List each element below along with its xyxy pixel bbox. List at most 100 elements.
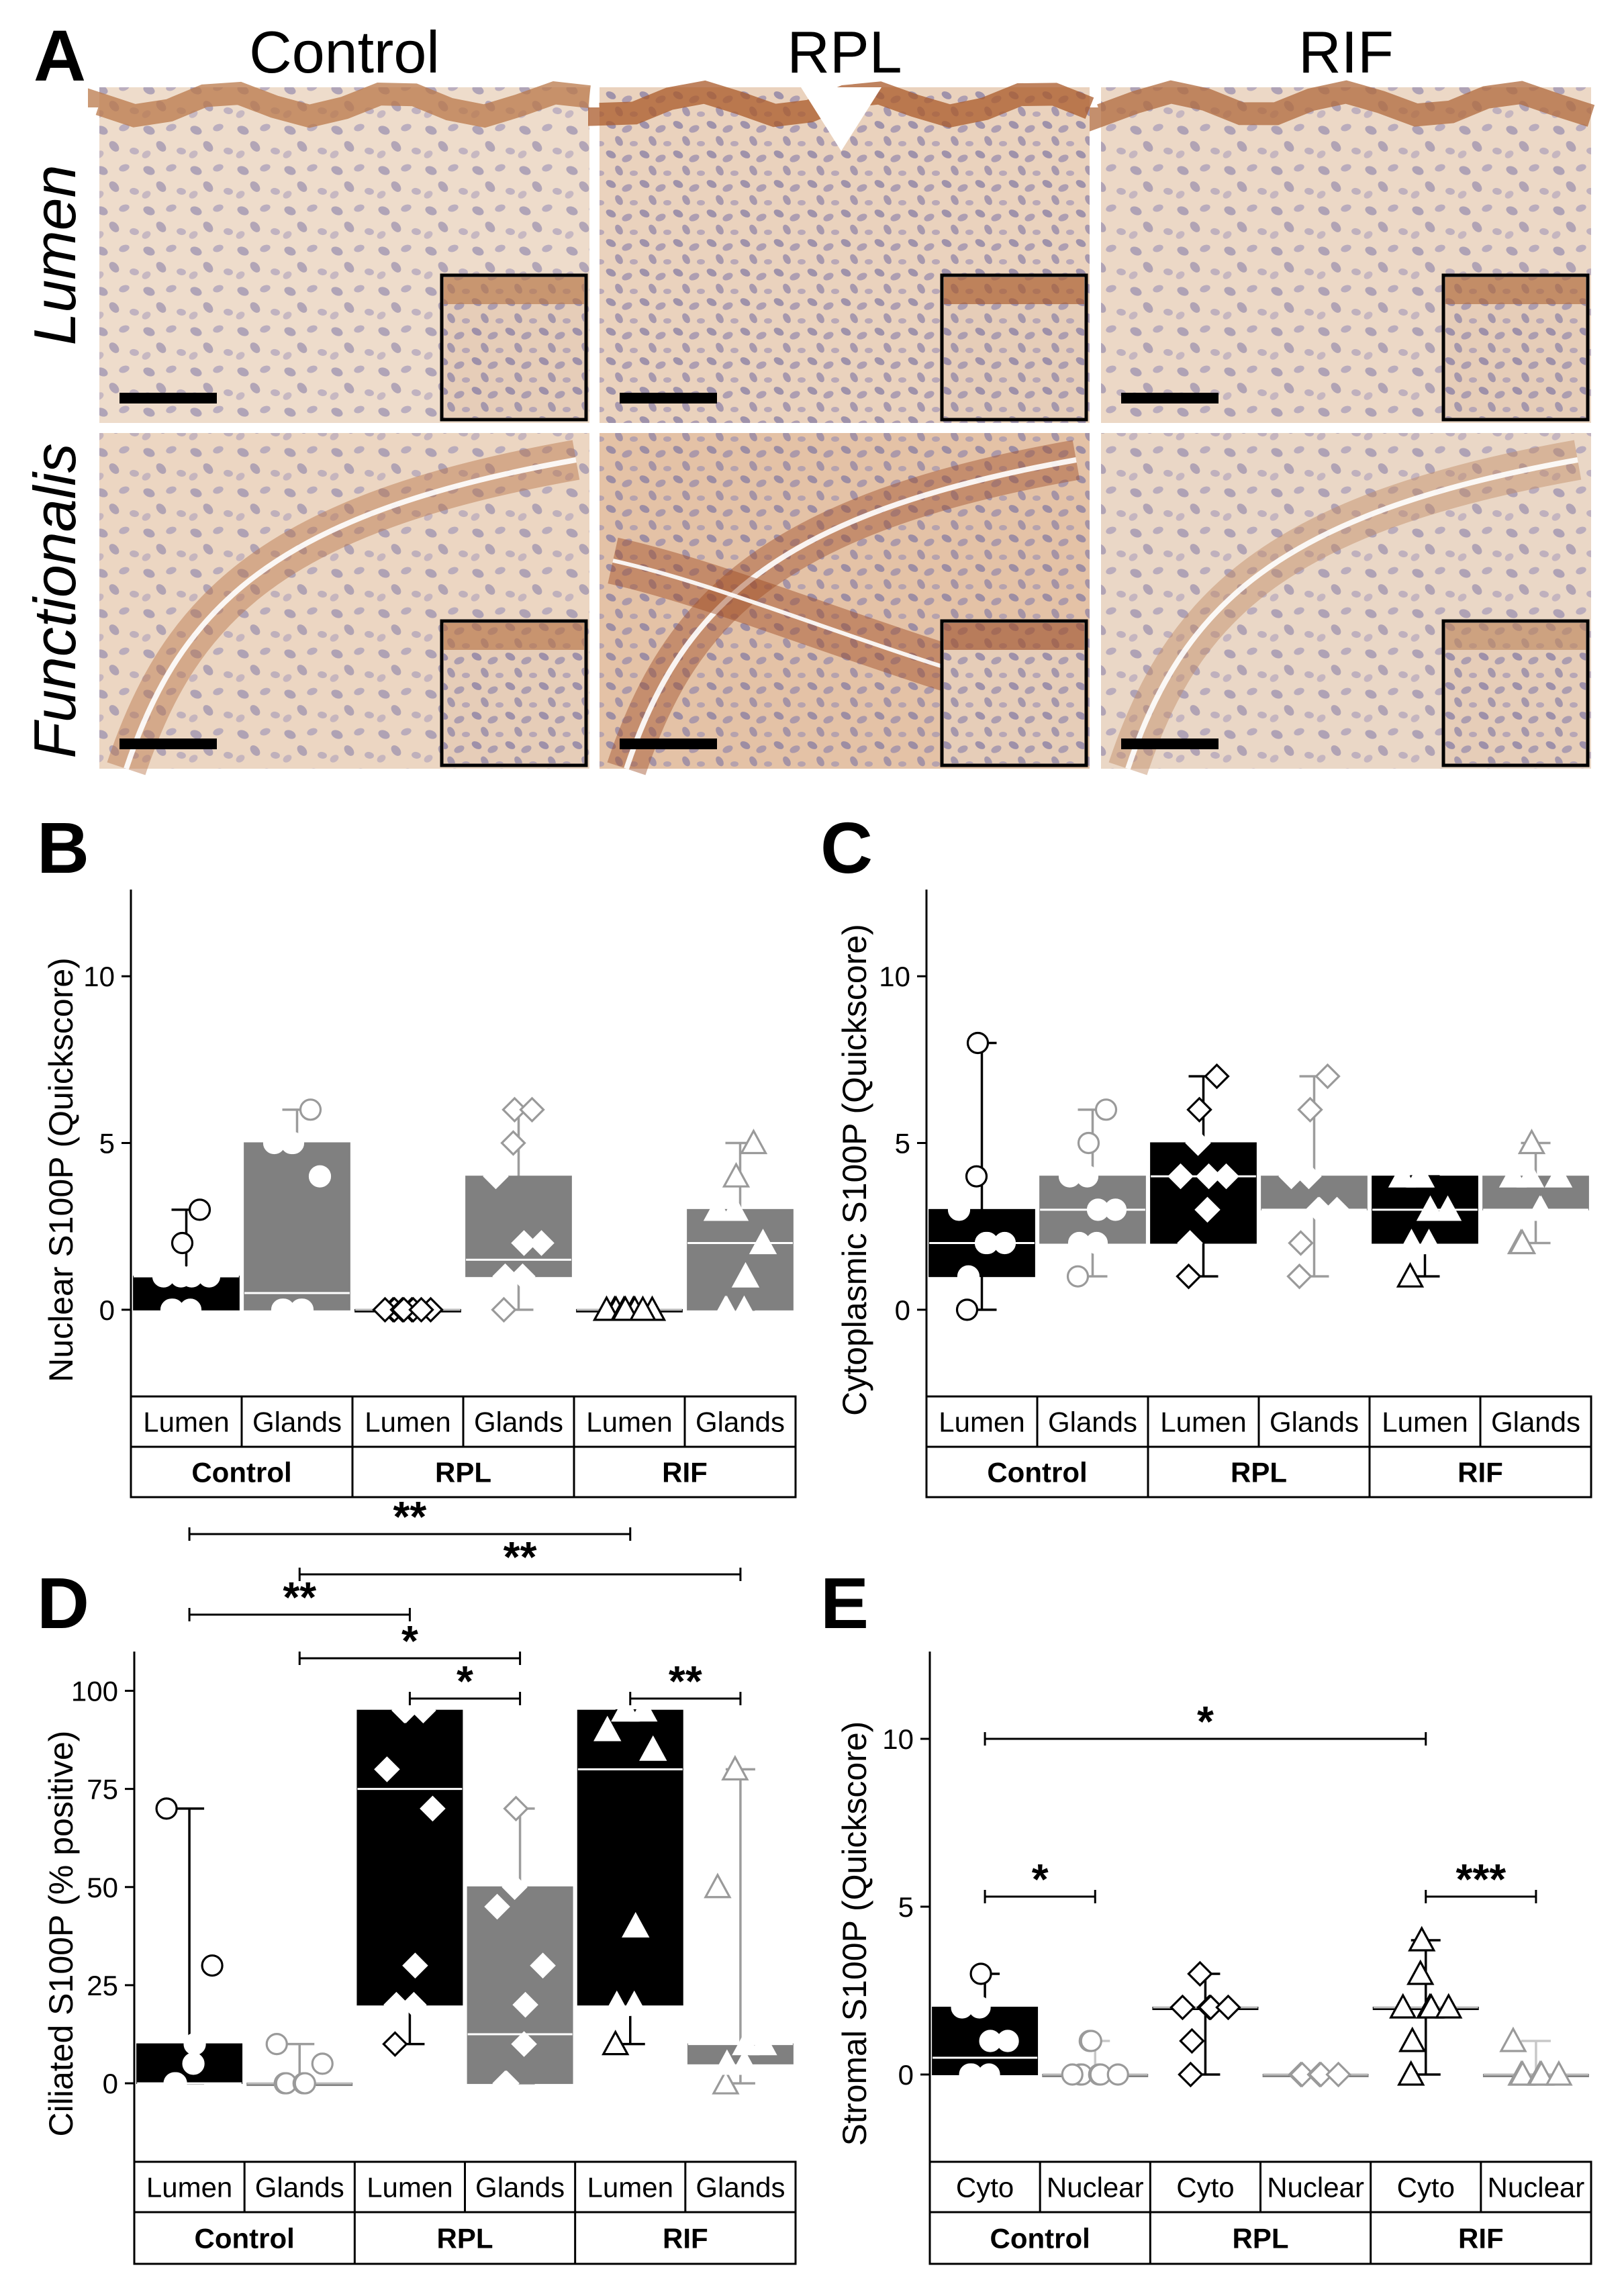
x-group-label-rif: RIF bbox=[1458, 1457, 1503, 1488]
data-point bbox=[1416, 1195, 1445, 1221]
data-point bbox=[510, 1263, 536, 1290]
data-point bbox=[1433, 1195, 1462, 1221]
data-point bbox=[1204, 1063, 1230, 1090]
significance-label: *** bbox=[1455, 1855, 1506, 1903]
data-point bbox=[483, 1163, 509, 1190]
x-sublabel-glands: Glands bbox=[696, 1407, 785, 1438]
x-sublabel-lumen: Lumen bbox=[587, 2172, 673, 2203]
data-point bbox=[603, 1990, 631, 2016]
x-sublabel-glands: Glands bbox=[474, 1407, 563, 1438]
x-group-label-rif: RIF bbox=[1458, 2223, 1504, 2254]
data-point bbox=[1544, 1161, 1573, 1188]
data-point bbox=[947, 1198, 971, 1221]
data-point bbox=[1396, 1261, 1425, 1288]
data-point bbox=[1527, 2060, 1556, 2086]
data-point bbox=[501, 1874, 528, 1901]
y-tick-label: 5 bbox=[898, 1891, 914, 1923]
data-point bbox=[311, 2052, 334, 2075]
micrograph-functionalis-rif bbox=[1101, 433, 1591, 775]
significance-label: ** bbox=[504, 1533, 537, 1581]
data-point bbox=[410, 1697, 436, 1723]
scale-bar bbox=[120, 393, 217, 403]
scale-bar bbox=[120, 739, 217, 749]
data-point bbox=[308, 1165, 332, 1188]
data-point bbox=[712, 2068, 740, 2095]
data-point bbox=[732, 2030, 760, 2056]
significance-label: * bbox=[401, 1617, 418, 1665]
data-point bbox=[1288, 1230, 1314, 1256]
data-point bbox=[1076, 1165, 1099, 1188]
x-sublabel-lumen: Lumen bbox=[143, 1407, 229, 1438]
x-sublabel-glands: Glands bbox=[696, 2172, 785, 2203]
data-point bbox=[968, 1996, 991, 2019]
gland-lumen bbox=[624, 457, 1077, 770]
data-point bbox=[293, 2072, 316, 2095]
x-sublabel-nuclear: Nuclear bbox=[1488, 2172, 1585, 2203]
box-control-nuclear bbox=[1042, 2030, 1149, 2086]
data-point bbox=[1408, 1925, 1436, 1952]
data-point bbox=[197, 1265, 221, 1288]
box-control-lumen bbox=[928, 1031, 1035, 1321]
scale-bar bbox=[620, 393, 717, 403]
box-control-lumen bbox=[136, 1797, 243, 2095]
data-point bbox=[1297, 1096, 1323, 1123]
data-point bbox=[1169, 1994, 1196, 2021]
significance-bracket: ** bbox=[188, 1492, 632, 1541]
data-point bbox=[1498, 1161, 1527, 1188]
box-body bbox=[687, 1208, 794, 1311]
micrograph-lumen-rpl bbox=[588, 80, 1094, 423]
box-control-lumen bbox=[133, 1198, 240, 1321]
box-body bbox=[244, 1142, 350, 1311]
significance-label: * bbox=[457, 1657, 473, 1705]
data-point bbox=[739, 1129, 768, 1155]
panel-letter-b: B bbox=[37, 807, 89, 888]
x-group-label-rpl: RPL bbox=[437, 2223, 493, 2254]
x-sublabel-nuclear: Nuclear bbox=[1267, 2172, 1364, 2203]
column-label-control: Control bbox=[249, 19, 440, 85]
inset-apical-stain bbox=[1445, 623, 1586, 650]
data-point bbox=[401, 1991, 427, 2018]
box-rpl-lumen bbox=[354, 1296, 461, 1323]
data-point bbox=[1417, 1993, 1445, 2019]
data-point bbox=[503, 1795, 529, 1822]
significance-bracket: ** bbox=[298, 1533, 742, 1581]
data-point bbox=[1308, 2061, 1334, 2088]
x-sublabel-lumen: Lumen bbox=[586, 1407, 672, 1438]
data-point bbox=[188, 1198, 211, 1221]
scale-bar bbox=[620, 739, 717, 749]
data-point bbox=[1527, 1195, 1556, 1221]
data-point bbox=[512, 1991, 538, 2018]
inset-apical-stain bbox=[1445, 277, 1586, 304]
x-sublabel-lumen: Lumen bbox=[367, 2172, 452, 2203]
data-point bbox=[1325, 2061, 1351, 2088]
x-sublabel-lumen: Lumen bbox=[146, 2172, 232, 2203]
data-point bbox=[1289, 2061, 1315, 2088]
data-point bbox=[1198, 1994, 1224, 2021]
data-point bbox=[965, 1165, 988, 1188]
luminal-epithelium-stain bbox=[88, 81, 591, 128]
panel-letter-e: E bbox=[820, 1562, 869, 1644]
data-point bbox=[969, 1962, 992, 1985]
data-point bbox=[1509, 2060, 1537, 2086]
significance-label: ** bbox=[669, 1657, 702, 1705]
box-rpl-nuclear bbox=[1262, 2061, 1369, 2088]
box-body bbox=[356, 1709, 463, 2006]
data-point bbox=[299, 1098, 322, 1121]
x-sublabel-glands: Glands bbox=[1048, 1407, 1137, 1438]
data-point bbox=[1397, 1229, 1426, 1255]
x-group-label-control: Control bbox=[990, 2223, 1090, 2254]
data-point bbox=[1080, 2030, 1102, 2052]
row-label-functionalis: Functionalis bbox=[21, 443, 88, 759]
x-group-label-control: Control bbox=[191, 1457, 291, 1488]
lumen-notch bbox=[801, 87, 881, 151]
data-point bbox=[1185, 1130, 1211, 1156]
x-sublabel-glands: Glands bbox=[255, 2172, 344, 2203]
data-point bbox=[1176, 1263, 1202, 1290]
data-point bbox=[372, 1296, 398, 1323]
y-tick-label: 25 bbox=[87, 1970, 118, 2001]
data-point bbox=[996, 2030, 1019, 2052]
box-rif-lumen bbox=[576, 1295, 683, 1321]
data-point bbox=[391, 1296, 417, 1323]
x-sublabel-cyto: Cyto bbox=[956, 2172, 1014, 2203]
